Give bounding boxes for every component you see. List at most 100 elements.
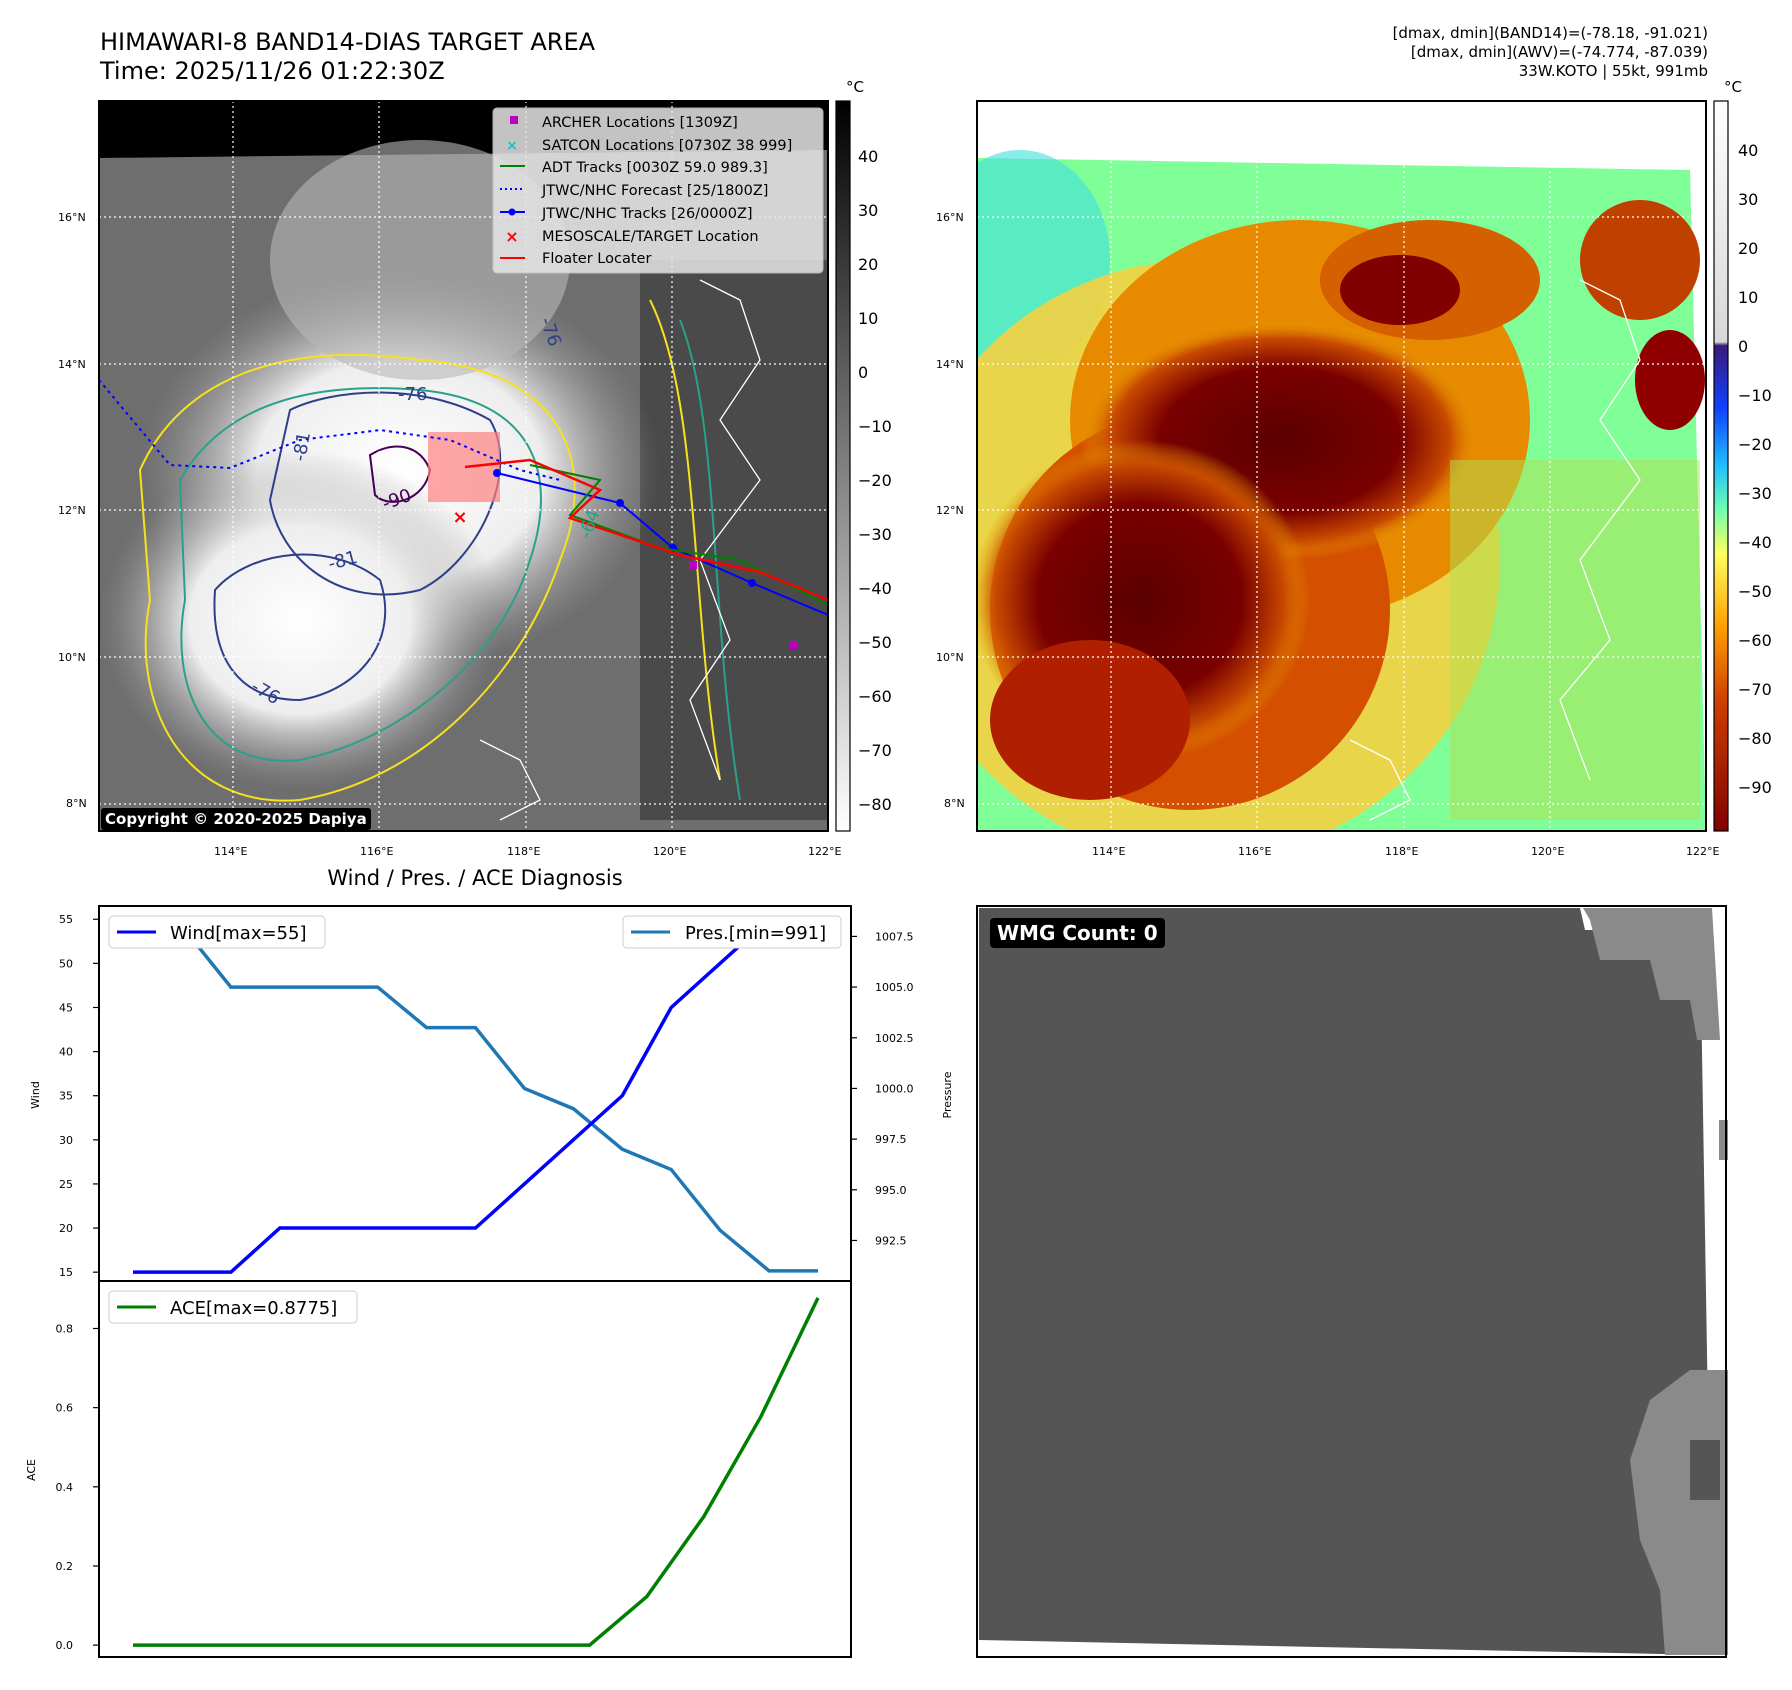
ace-tick-label: 0.6 [56,1402,74,1415]
colorbar-tick: 0 [1738,337,1749,356]
pressure-line [133,924,818,1273]
colorbar-tick: −30 [858,525,892,544]
wind-pres-plot: 55 50 45 40 35 30 25 20 15 1007.5 1005.0 1002.5 1000… [59,913,914,1279]
pres-legend: Pres.[min=991] [622,915,842,949]
target-marker: × [452,507,467,528]
lat-label: 12°N [936,504,964,517]
left-colorbar [835,100,851,832]
legend-label: ARCHER Locations [1309Z] [542,115,738,131]
wind-tick-label: 35 [59,1090,73,1103]
lon-label: 118°E [507,845,541,858]
colorbar-unit: °C [846,78,864,96]
lat-label: 16°N [58,211,86,224]
ace-tick-label: 0.0 [56,1639,74,1652]
pres-legend-label: Pres.[min=991] [685,923,826,944]
lon-label: 114°E [1092,845,1126,858]
colorbar-tick: −60 [858,687,892,706]
colorbar-tick: −10 [1738,386,1772,405]
pressure-tick-label: 1000.0 [875,1082,914,1095]
colorbar-tick: 30 [1738,190,1759,209]
lon-label: 118°E [1385,845,1419,858]
colorbar-tick: 10 [858,309,879,328]
colorbar-tick: −80 [858,795,892,814]
legend-label: MESOSCALE/TARGET Location [542,229,759,245]
lon-label: 120°E [653,845,687,858]
colorbar-tick: 10 [1738,288,1759,307]
wind-tick-label: 15 [59,1266,73,1279]
wmg-panel [976,905,1728,1658]
pressure-tick-label: 1002.5 [875,1032,914,1045]
floater-track [464,458,828,602]
ace-legend-label: ACE[max=0.8775] [170,1298,337,1319]
lon-label: 122°E [808,845,842,858]
wind-tick-label: 20 [59,1222,73,1235]
wmg-count-badge: WMG Count: 0 [990,918,1165,948]
archer-legend-icon [510,116,518,124]
lon-label: 120°E [1531,845,1565,858]
lat-label: 10°N [58,651,86,664]
archer-marker [790,641,798,649]
wind-tick-label: 30 [59,1134,73,1147]
ace-frame [98,1280,852,1658]
contour-label: -81 [289,430,315,463]
lon-label: 116°E [1238,845,1272,858]
colorbar-tick: 0 [858,363,869,382]
jtwc-forecast-track [99,379,561,481]
colorbar-tick: 20 [858,255,879,274]
wind-line [133,917,818,1274]
colorbar-tick: −50 [858,633,892,652]
map-legend: × × ARCHER Locations [1309Z] SATCON Loca… [492,107,824,274]
wind-tick-label: 40 [59,1046,73,1059]
ace-axis-label: ACE [25,1459,38,1481]
colorbar-tick: −40 [1738,533,1772,552]
adt-track [529,464,828,606]
legend-label: JTWC/NHC Forecast [25/1800Z] [541,183,768,199]
lat-label: 12°N [58,504,86,517]
colorbar-tick: −30 [1738,484,1772,503]
target-area-box [428,432,500,502]
colorbar-tick: 20 [1738,239,1759,258]
left-map-frame [98,100,829,832]
wind-legend: Wind[max=55] [108,915,326,949]
colorbar-tick: −50 [1738,582,1772,601]
lat-label: 16°N [936,211,964,224]
colorbar-tick: 40 [1738,141,1759,160]
ace-tick-label: 0.8 [56,1322,74,1335]
colorbar-tick: −40 [858,579,892,598]
satcon-legend-icon: × [506,138,518,154]
awv-satellite-image [977,101,1706,831]
colorbar-unit: °C [1724,78,1742,96]
lat-label: 14°N [936,358,964,371]
title-line-1: HIMAWARI-8 BAND14-DIAS TARGET AREA [100,28,596,56]
ace-tick-label: 0.4 [56,1481,74,1494]
pressure-tick-label: 1005.0 [875,981,914,994]
pressure-tick-label: 997.5 [875,1133,907,1146]
lat-label: 8°N [944,797,965,810]
pressure-tick-label: 1007.5 [875,930,914,943]
colorbar-tick: −20 [858,471,892,490]
lat-label: 8°N [66,797,87,810]
archer-marker [689,561,697,569]
colorbar-tick: −20 [1738,435,1772,454]
info-line-3: 33W.KOTO | 55kt, 991mb [1518,62,1708,80]
colorbar-tick: −80 [1738,729,1772,748]
colorbar-tick: −60 [1738,631,1772,650]
wind-tick-label: 25 [59,1178,73,1191]
info-line-2: [dmax, dmin](AWV)=(-74.774, -87.039) [1410,43,1708,61]
lon-label: 116°E [360,845,394,858]
figure-title: HIMAWARI-8 BAND14-DIAS TARGET AREA Time:… [100,28,595,86]
pressure-tick-label: 992.5 [875,1234,907,1247]
target-legend-icon: × [505,227,518,246]
colorbar-tick: −10 [858,417,892,436]
legend-label: JTWC/NHC Tracks [26/0000Z] [541,206,753,222]
legend-label: SATCON Locations [0730Z 38 999] [542,138,792,154]
wind-tick-label: 45 [59,1001,73,1014]
wind-axis-label: Wind [29,1081,42,1109]
diagnostic-info: [dmax, dmin](BAND14)=(-78.18, -91.021) [… [1393,24,1708,81]
wind-legend-label: Wind[max=55] [170,923,307,944]
colorbar-tick: 40 [858,147,879,166]
legend-label: Floater Locater [542,251,651,267]
right-map-frame [976,100,1707,832]
wind-tick-label: 50 [59,957,73,970]
